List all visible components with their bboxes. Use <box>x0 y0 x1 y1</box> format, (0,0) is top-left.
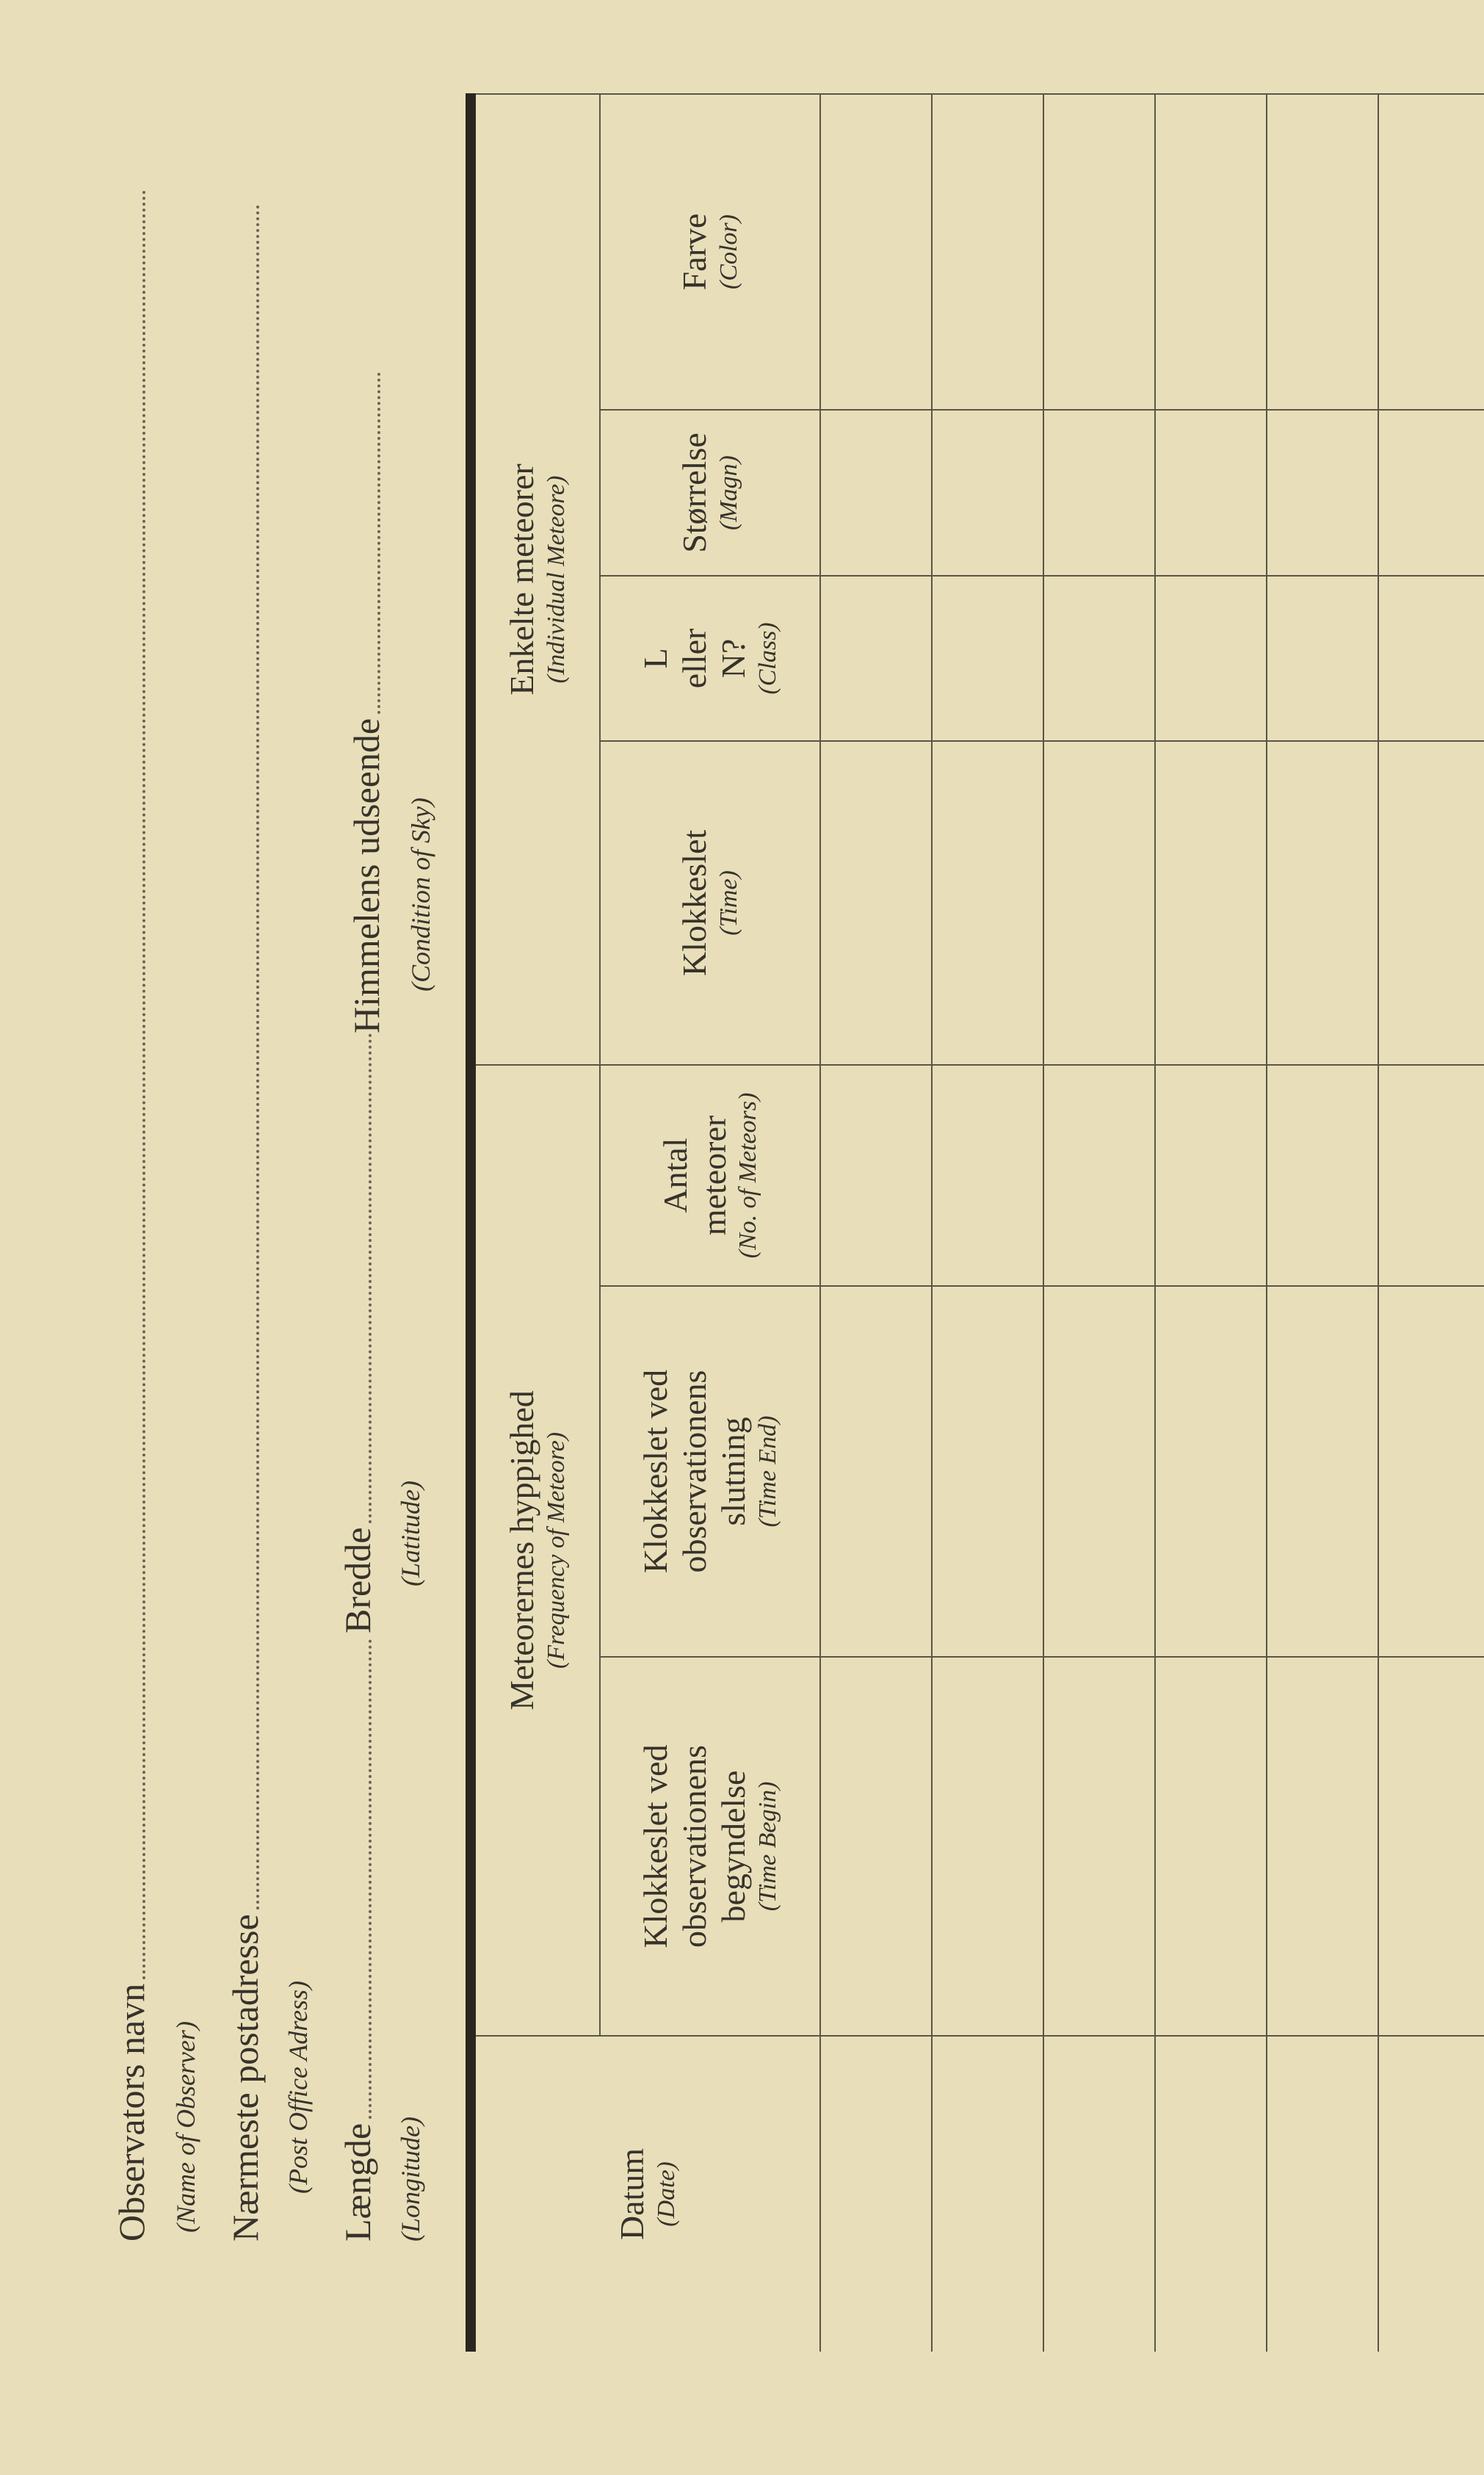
entry-cell[interactable] <box>1267 575 1378 741</box>
latitude-en: (Latitude) <box>396 1481 425 1586</box>
entry-cell[interactable] <box>1267 1064 1378 1286</box>
entry-cell[interactable] <box>1043 575 1155 741</box>
header-magnitude: Størrelse (Magn) <box>600 409 820 576</box>
entry-cell[interactable] <box>1267 93 1378 410</box>
header-time-begin: Klokkeslet ved observationens begyndelse… <box>600 1657 820 2036</box>
entry-cell[interactable] <box>1378 1286 1484 1657</box>
entry-cell[interactable] <box>1378 1064 1484 1286</box>
observer-name-field[interactable]: Observators navn <box>110 189 153 2241</box>
entry-cell[interactable] <box>1043 1657 1155 2036</box>
entry-cell[interactable] <box>1378 575 1484 741</box>
entry-cell[interactable] <box>1378 1657 1484 2036</box>
entry-cell[interactable] <box>1043 93 1155 410</box>
entry-cell[interactable] <box>820 1064 932 1286</box>
entry-cell[interactable] <box>932 740 1043 1065</box>
entry-cell[interactable] <box>1155 1286 1267 1657</box>
entry-cell[interactable] <box>932 409 1043 576</box>
table-row <box>932 93 1043 2352</box>
entry-cell[interactable] <box>1155 740 1267 1065</box>
longitude-label: Længde <box>337 2122 378 2241</box>
entry-cell[interactable] <box>1155 409 1267 576</box>
meteor-observation-table: Datum (Date) Meteorernes hyppighed (Freq… <box>466 93 1484 2352</box>
entry-cell[interactable] <box>1043 409 1155 576</box>
post-address-label: Nærmeste postadresse <box>225 1914 266 2241</box>
dotted-line <box>377 372 380 714</box>
dotted-line <box>369 1033 372 1523</box>
entry-cell[interactable] <box>932 1064 1043 1286</box>
dotted-line <box>256 203 259 1910</box>
observer-name-en: (Name of Observer) <box>171 2021 200 2233</box>
sky-condition-label: Himmelens udseende <box>346 718 387 1033</box>
header-meteor-count: Antal meteorer (No. of Meteors) <box>600 1064 820 1286</box>
post-address-field[interactable]: Nærmeste postadresse <box>224 203 267 2241</box>
dotted-line <box>142 189 145 1979</box>
entry-cell[interactable] <box>820 740 932 1065</box>
sky-condition-en: (Condition of Sky) <box>406 798 435 991</box>
header-individual-group: Enkelte meteorer (Individual Meteore) <box>471 93 600 1065</box>
entry-cell[interactable] <box>1155 575 1267 741</box>
table-row <box>1267 93 1378 2352</box>
entry-cell[interactable] <box>1155 93 1267 410</box>
table-row <box>820 93 932 2352</box>
entry-cell[interactable] <box>1043 740 1155 1065</box>
longitude-en: (Longitude) <box>396 2117 425 2241</box>
entry-cell[interactable] <box>932 1657 1043 2036</box>
header-class: L eller N? (Class) <box>600 575 820 741</box>
entry-cell[interactable] <box>820 2036 932 2352</box>
longitude-field[interactable]: Længde <box>336 1639 379 2241</box>
entry-cell[interactable] <box>1378 409 1484 576</box>
latitude-field[interactable]: Bredde <box>336 1033 379 1633</box>
entry-cell[interactable] <box>1043 1064 1155 1286</box>
header-color: Farve (Color) <box>600 93 820 410</box>
entry-cell[interactable] <box>1155 1064 1267 1286</box>
entry-cell[interactable] <box>1267 1286 1378 1657</box>
table-row <box>1043 93 1155 2352</box>
entry-cell[interactable] <box>1155 1657 1267 2036</box>
entry-cell[interactable] <box>932 1286 1043 1657</box>
entry-cell[interactable] <box>1043 1286 1155 1657</box>
entry-cell[interactable] <box>932 2036 1043 2352</box>
entry-cell[interactable] <box>1267 409 1378 576</box>
entry-cell[interactable] <box>1267 2036 1378 2352</box>
latitude-label: Bredde <box>337 1527 378 1633</box>
observer-name-label: Observators navn <box>111 1983 152 2241</box>
entry-cell[interactable] <box>1155 2036 1267 2352</box>
entry-cell[interactable] <box>1378 93 1484 410</box>
entry-cell[interactable] <box>820 575 932 741</box>
entry-cell[interactable] <box>932 93 1043 410</box>
entry-cell[interactable] <box>1378 740 1484 1065</box>
entry-cell[interactable] <box>932 575 1043 741</box>
header-time-end: Klokkeslet ved observationens slutning (… <box>600 1286 820 1657</box>
header-frequency-group: Meteorernes hyppighed (Frequency of Mete… <box>471 1064 600 2036</box>
table-row <box>1378 93 1484 2352</box>
entry-cell[interactable] <box>820 1286 932 1657</box>
entry-cell[interactable] <box>1267 740 1378 1065</box>
entry-cell[interactable] <box>820 93 932 410</box>
post-address-en: (Post Office Adress) <box>283 1981 313 2194</box>
entry-cell[interactable] <box>1267 1657 1378 2036</box>
entry-cell[interactable] <box>820 409 932 576</box>
sky-condition-field[interactable]: Himmelens udseende <box>345 372 388 1033</box>
header-date: Datum (Date) <box>471 2036 820 2352</box>
entry-cell[interactable] <box>1043 2036 1155 2352</box>
entry-cell[interactable] <box>820 1657 932 2036</box>
dotted-line <box>369 1639 372 2119</box>
table-row <box>1155 93 1267 2352</box>
entry-cell[interactable] <box>1378 2036 1484 2352</box>
header-time: Klokkeslet (Time) <box>600 740 820 1065</box>
